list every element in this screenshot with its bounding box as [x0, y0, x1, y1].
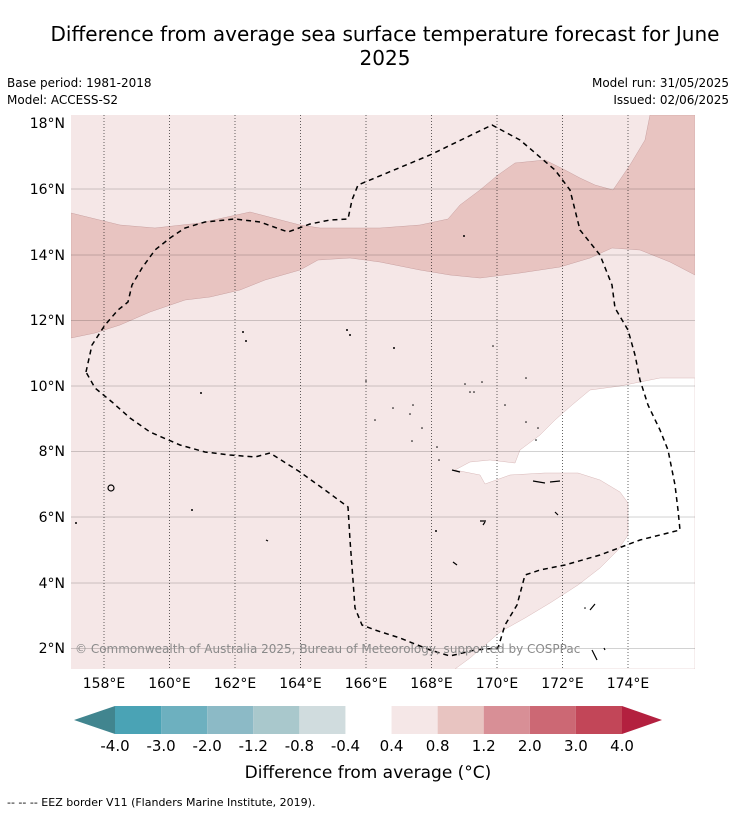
lat-label: 2°N: [39, 641, 65, 657]
colorbar-tick-label: -4.0: [100, 737, 129, 755]
lon-label: 172°E: [541, 676, 584, 692]
colorbar-segment: [575, 706, 622, 734]
lon-label: 174°E: [607, 676, 650, 692]
meta-left: Base period: 1981-2018 Model: ACCESS-S2: [7, 75, 152, 109]
atoll-dots: [75, 235, 586, 609]
anomaly-fill-0-8-1-2: [71, 115, 695, 339]
longitude-gridlines: [103, 115, 629, 669]
island-mili: [589, 603, 598, 661]
island-kwajalein: [451, 469, 461, 473]
colorbar-segment: [529, 706, 576, 734]
colorbar-tick-label: -2.0: [193, 737, 222, 755]
colorbar-tick-label: 1.2: [472, 737, 496, 755]
lat-label: 16°N: [30, 182, 65, 198]
lon-label: 164°E: [279, 676, 322, 692]
island-pingelap: [265, 539, 269, 542]
colorbar-tick-label: -1.2: [239, 737, 268, 755]
island-arno: [554, 511, 559, 516]
colorbar-tick-label: 2.0: [518, 737, 542, 755]
model-name: Model: ACCESS-S2: [7, 93, 119, 107]
colorbar-segment: [207, 706, 254, 734]
colorbar-segment: [161, 706, 208, 734]
model-run: Model run: 31/05/2025: [591, 76, 729, 90]
colorbar-tick-label: 4.0: [610, 737, 634, 755]
colorbar-segment: [437, 706, 484, 734]
colorbar-tick-label: -0.8: [285, 737, 314, 755]
island-majuro-area: [532, 480, 561, 484]
colorbar-label: Difference from average (°C): [244, 763, 492, 783]
colorbar-segment: [483, 706, 530, 734]
latitude-gridlines: [71, 188, 695, 649]
lon-label: 158°E: [83, 676, 126, 692]
colorbar-segment: [299, 706, 346, 734]
lon-label: 162°E: [214, 676, 257, 692]
colorbar-segment: [345, 706, 392, 734]
lon-label: 166°E: [345, 676, 388, 692]
lat-label: 10°N: [30, 379, 65, 395]
map-title: Difference from average sea surface temp…: [50, 22, 720, 70]
colorbar-tick-label: -0.4: [331, 737, 360, 755]
lat-label: 4°N: [39, 576, 65, 592]
island-ebon: [452, 561, 458, 566]
colorbar-segment: [253, 706, 300, 734]
issued-date: Issued: 02/06/2025: [613, 93, 729, 107]
latitude-labels: 18°N 16°N 14°N 12°N 10°N 8°N 6°N 4°N 2°N: [30, 116, 65, 657]
colorbar-segment: [115, 706, 162, 734]
lat-label: 8°N: [39, 444, 65, 460]
islands: [107, 469, 606, 661]
lat-label: 12°N: [30, 313, 65, 329]
longitude-labels: 158°E 160°E 162°E 164°E 166°E 168°E 170°…: [83, 676, 650, 692]
colorbar-segment: [391, 706, 438, 734]
lon-label: 168°E: [410, 676, 453, 692]
lat-label: 18°N: [30, 116, 65, 132]
island-kosrae: [107, 484, 115, 492]
lat-label: 14°N: [30, 248, 65, 264]
colorbar-extend-high: [622, 706, 662, 734]
colorbar: -4.0 -3.0 -2.0 -1.2 -0.8 -0.4 0.4 0.8 1.2 2.0 3.0 4…: [74, 706, 662, 755]
colorbar-tick-label: 0.8: [426, 737, 450, 755]
meta-right: Model run: 31/05/2025 Issued: 02/06/2025: [592, 75, 729, 109]
colorbar-tick-label: -3.0: [146, 737, 175, 755]
copyright-notice: © Commonwealth of Australia 2025, Bureau…: [75, 642, 580, 656]
lon-label: 160°E: [148, 676, 191, 692]
colorbar-tick-label: 3.0: [564, 737, 588, 755]
base-period: Base period: 1981-2018: [7, 76, 152, 90]
island-jaluit: [480, 520, 486, 526]
lat-label: 6°N: [39, 510, 65, 526]
island-mokil: [603, 647, 606, 651]
colorbar-tick-label: 0.4: [380, 737, 404, 755]
map-plot-area: © Commonwealth of Australia 2025, Bureau…: [71, 115, 695, 669]
lon-label: 170°E: [476, 676, 519, 692]
eez-legend-note: -- -- -- EEZ border V11 (Flanders Marine…: [7, 796, 316, 809]
colorbar-extend-low: [74, 706, 115, 734]
